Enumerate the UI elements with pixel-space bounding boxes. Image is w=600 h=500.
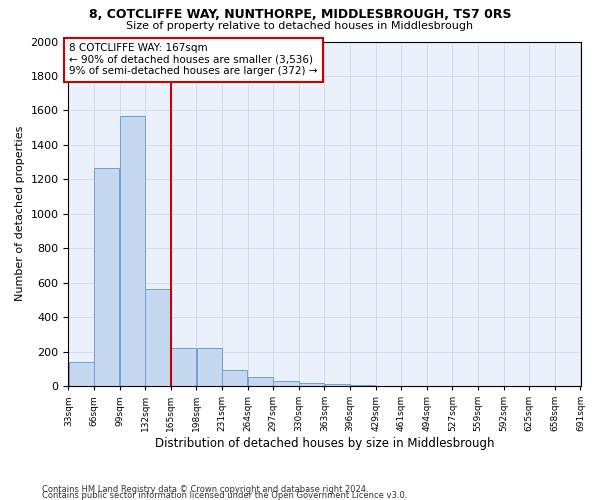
Text: Contains public sector information licensed under the Open Government Licence v3: Contains public sector information licen… (42, 491, 407, 500)
Bar (94, 168, 119, 386)
Bar (248, 378, 273, 386)
X-axis label: Distribution of detached houses by size in Middlesbrough: Distribution of detached houses by size … (155, 437, 494, 450)
Bar (222, 370, 247, 386)
Bar (171, 348, 196, 386)
Bar (299, 382, 324, 386)
Bar (145, 288, 170, 386)
Bar (68, 362, 94, 386)
Bar (274, 381, 299, 386)
Text: 8, COTCLIFFE WAY, NUNTHORPE, MIDDLESBROUGH, TS7 0RS: 8, COTCLIFFE WAY, NUNTHORPE, MIDDLESBROU… (89, 8, 511, 20)
Y-axis label: Number of detached properties: Number of detached properties (15, 126, 25, 302)
Bar (197, 348, 222, 386)
Text: 8 COTCLIFFE WAY: 167sqm
← 90% of detached houses are smaller (3,536)
9% of semi-: 8 COTCLIFFE WAY: 167sqm ← 90% of detache… (69, 43, 317, 76)
Text: Size of property relative to detached houses in Middlesbrough: Size of property relative to detached ho… (127, 21, 473, 31)
Text: Contains HM Land Registry data © Crown copyright and database right 2024.: Contains HM Land Registry data © Crown c… (42, 485, 368, 494)
Bar (325, 384, 350, 386)
Bar (120, 116, 145, 386)
Bar (350, 385, 376, 386)
